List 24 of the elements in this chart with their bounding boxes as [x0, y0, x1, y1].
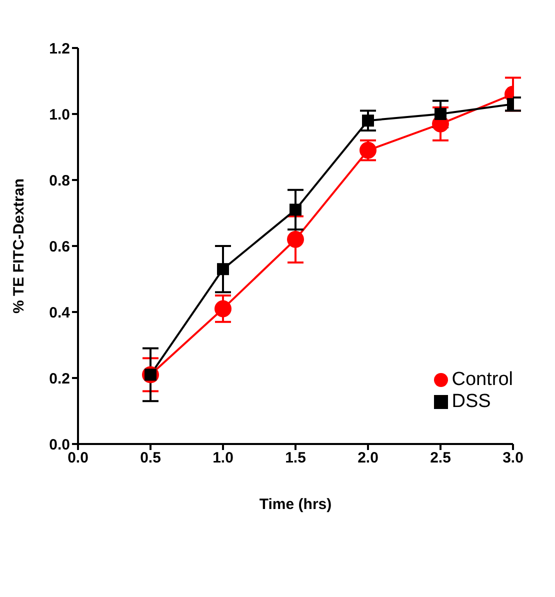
point: [287, 230, 304, 248]
x-axis-title: Time (hrs): [259, 496, 332, 513]
point: [214, 300, 232, 318]
y-tick-label: 1.0: [49, 106, 70, 124]
x-tick-label: 2.0: [358, 450, 378, 467]
point: [434, 108, 446, 120]
y-axis-title: % TE FITC-Dextran: [10, 178, 28, 314]
y-tick-label: 0.8: [49, 172, 70, 190]
y-tick-label: 0.6: [49, 238, 70, 256]
x-tick-label: 3.0: [502, 450, 524, 467]
x-tick-label: 0.5: [140, 450, 161, 467]
y-tick-label: 0.0: [49, 436, 70, 454]
y-tick-label: 0.4: [49, 304, 71, 322]
legend-label: DSS: [452, 391, 491, 412]
x-tick-label: 1.5: [285, 450, 306, 467]
x-tick-label: 0.0: [68, 450, 88, 467]
point: [217, 263, 229, 276]
x-tick-label: 2.5: [430, 450, 451, 467]
y-tick-label: 0.2: [49, 370, 70, 388]
point: [290, 204, 302, 216]
y-tick-label: 1.2: [49, 40, 70, 58]
point: [362, 114, 374, 127]
legend-label: Control: [452, 369, 513, 390]
x-tick-label: 1.0: [212, 450, 234, 467]
